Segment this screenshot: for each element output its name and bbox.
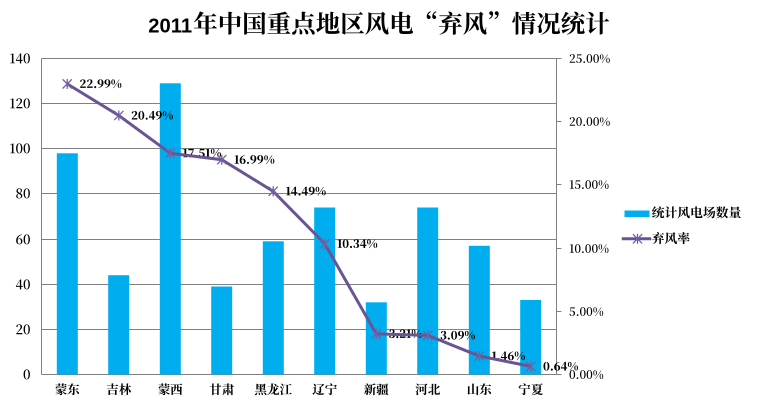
- svg-text:2011: 2011: [148, 16, 192, 38]
